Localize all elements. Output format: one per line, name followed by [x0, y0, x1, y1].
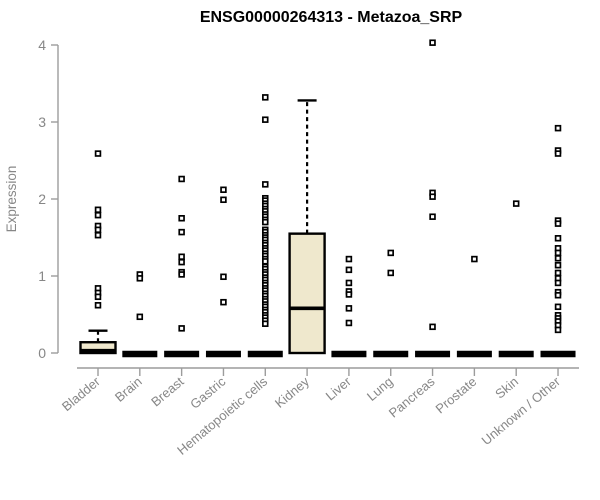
outlier-point: [94, 226, 102, 234]
outlier-point: [345, 291, 353, 298]
x-tick-label-skin: Skin: [492, 374, 521, 402]
outlier-point: [554, 235, 562, 242]
boxplot-gastric-collapsed: [205, 350, 241, 358]
outlier-point: [178, 175, 185, 183]
outlier-point: [554, 150, 562, 157]
y-axis-title: Expression: [4, 166, 19, 233]
x-tick-label-prostate: Prostate: [433, 374, 480, 417]
outlier-point: [178, 271, 185, 278]
outlier-point: [220, 298, 227, 306]
outlier-point: [471, 255, 478, 263]
outlier-point: [387, 269, 394, 277]
outlier-point: [136, 313, 144, 321]
outlier-point: [94, 293, 102, 301]
y-tick-label: 2: [38, 191, 46, 207]
x-tick-label-brain: Brain: [112, 374, 145, 405]
y-tick-label: 4: [38, 37, 46, 53]
outlier-point: [554, 269, 562, 277]
outlier-point: [554, 326, 562, 334]
boxplot-hematopoietic-cells-collapsed: [247, 350, 283, 358]
x-tick-label-breast: Breast: [148, 374, 187, 410]
outlier-point: [220, 196, 227, 204]
outlier-point: [262, 320, 269, 327]
x-tick-label-bladder: Bladder: [59, 373, 103, 414]
outlier-point: [387, 249, 394, 257]
outlier-point: [220, 186, 227, 194]
outlier-point: [136, 275, 144, 282]
outlier-point: [94, 302, 102, 309]
outlier-point: [262, 258, 269, 265]
outlier-point: [554, 124, 562, 132]
y-tick-label: 0: [38, 345, 46, 361]
x-tick-label-lung: Lung: [364, 374, 396, 404]
outlier-point: [345, 266, 353, 274]
chart-title: ENSG00000264313 - Metazoa_SRP: [200, 9, 463, 26]
y-tick-label: 3: [38, 114, 46, 130]
outlier-point: [178, 228, 185, 236]
outlier-point: [94, 150, 102, 157]
outlier-point: [345, 255, 353, 263]
outlier-point: [178, 325, 185, 332]
outlier-point: [554, 249, 562, 257]
outlier-point: [178, 215, 185, 222]
boxplot-unknown-other-collapsed: [540, 350, 576, 358]
outlier-point: [178, 258, 185, 266]
outlier-point: [429, 213, 436, 220]
boxplot-bladder-box: [79, 341, 117, 355]
outlier-point: [429, 323, 436, 331]
outlier-point: [262, 181, 269, 188]
outlier-point: [554, 292, 562, 299]
x-tick-label-unknown-other: Unknown / Other: [479, 373, 564, 448]
outlier-point: [429, 193, 436, 200]
outlier-point: [178, 253, 185, 261]
boxplot-pancreas-collapsed: [415, 350, 451, 358]
x-tick-label-kidney: Kidney: [272, 373, 312, 410]
outlier-point: [94, 211, 102, 219]
boxplot-breast-collapsed: [164, 350, 200, 358]
x-tick-label-liver: Liver: [323, 373, 355, 403]
outlier-point: [94, 231, 102, 239]
outlier-point: [345, 319, 353, 327]
outlier-point: [220, 273, 227, 281]
outlier-point: [554, 303, 562, 311]
boxplot-prostate-collapsed: [456, 350, 492, 358]
outlier-point: [429, 39, 436, 46]
outlier-point: [262, 218, 269, 226]
outlier-point: [554, 220, 562, 227]
boxplot-lung-collapsed: [373, 350, 409, 358]
boxplot-brain-collapsed: [122, 350, 158, 358]
outlier-point: [262, 116, 269, 123]
boxplot-skin-collapsed: [498, 350, 534, 358]
outlier-point: [345, 279, 353, 287]
outlier-point: [94, 206, 102, 214]
outlier-point: [345, 305, 353, 312]
boxplot-liver-collapsed: [331, 350, 367, 358]
y-tick-label: 1: [38, 268, 46, 284]
outlier-point: [262, 94, 269, 101]
x-tick-label-pancreas: Pancreas: [386, 373, 438, 420]
outlier-point: [554, 255, 562, 262]
outlier-point: [554, 261, 562, 269]
boxplot-kidney-box: [288, 232, 326, 355]
outlier-point: [512, 200, 520, 207]
outlier-point: [554, 279, 562, 287]
